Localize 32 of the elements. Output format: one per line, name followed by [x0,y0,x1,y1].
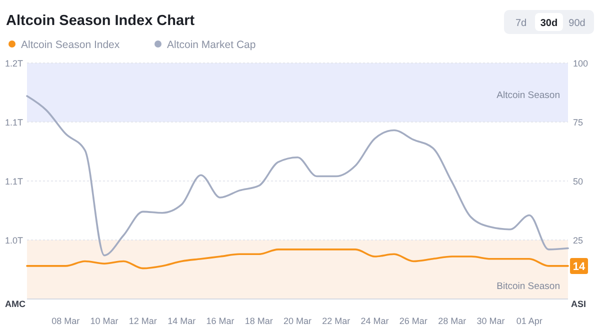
y-tick-label: 1.1T [5,176,24,186]
y2-tick-label: 50 [573,176,584,186]
data-label: 14 [572,260,586,273]
x-tick-label: 28 Mar [438,316,466,326]
x-tick-label: 20 Mar [283,316,312,326]
x-tick-label: 16 Mar [206,316,234,326]
y2-tick-label: 100 [573,58,588,68]
band-label: Bitcoin Season [496,281,560,292]
y2-tick-label: 25 [573,236,584,246]
x-tick-label: 08 Mar [52,316,80,326]
x-tick-label: 30 Mar [476,316,505,326]
x-tick-label: 18 Mar [244,316,273,326]
y-tick-label: 1.2T [5,58,24,68]
y-tick-label: 1.1T [5,118,24,128]
x-tick-label: 14 Mar [168,316,196,326]
y-axis-title: AMC [5,299,26,309]
legend-label: Altcoin Season Index [21,39,120,51]
y2-axis-title: ASI [571,299,586,309]
legend-label: Altcoin Market Cap [167,39,256,51]
text: 7d [515,18,527,29]
x-tick-label: 22 Mar [322,316,350,326]
chart-title: Altcoin Season Index Chart [6,13,195,29]
band-label: Altcoin Season [496,90,560,101]
x-tick-label: 10 Mar [90,316,118,326]
x-tick-label: 24 Mar [360,316,389,326]
y2-tick-label: 75 [573,118,584,128]
x-tick-label: 01 Apr [516,316,542,326]
text: 90d [568,18,586,29]
y-tick-label: 1.0T [5,236,24,246]
x-tick-label: 12 Mar [128,316,157,326]
x-tick-label: 26 Mar [399,316,428,326]
text: 30d [540,18,558,29]
